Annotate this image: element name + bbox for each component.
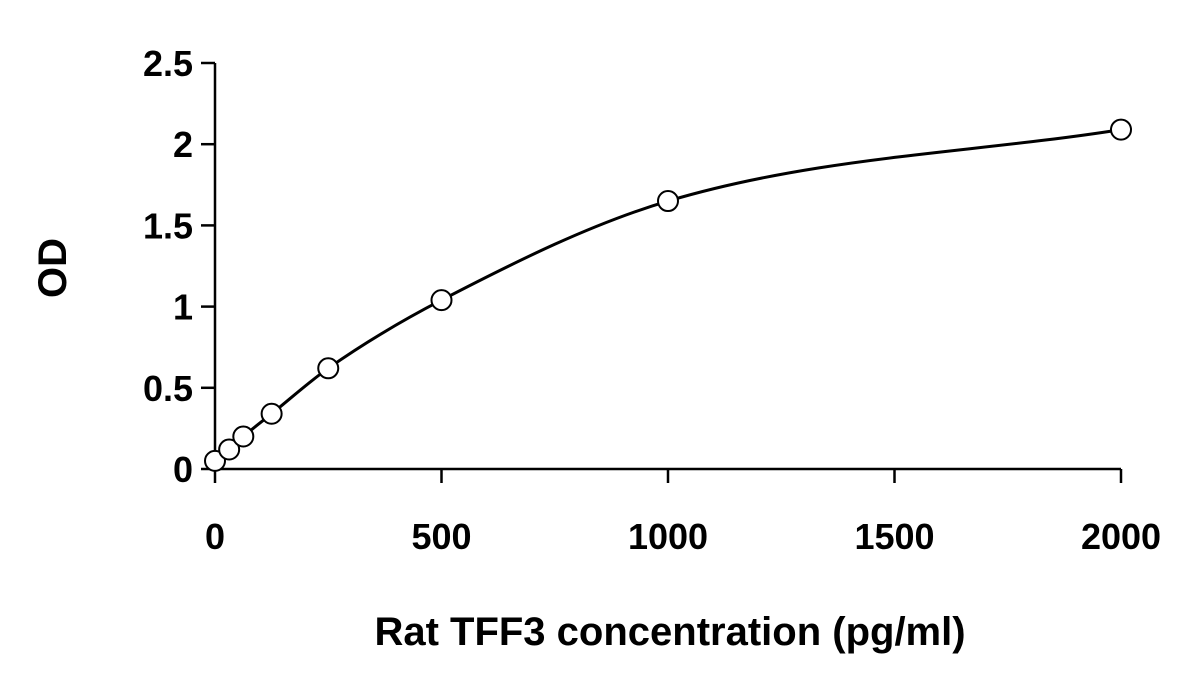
data-point	[260, 402, 283, 425]
y-tick-label: 2	[173, 124, 193, 165]
data-point	[204, 449, 226, 472]
axes: 0 0.5 1 1.5 2 2.5 0 500 1000 1500 2000	[143, 43, 1161, 557]
y-axis-title: OD	[31, 238, 75, 298]
x-tick-label: 2000	[1081, 516, 1161, 557]
x-tick-label: 1500	[854, 516, 934, 557]
data-point	[430, 289, 453, 312]
data-point	[1110, 118, 1132, 141]
data-point	[232, 425, 255, 448]
x-axis-title: Rat TFF3 concentration (pg/ml)	[374, 610, 965, 654]
data-point	[317, 357, 340, 380]
data-points	[204, 118, 1132, 472]
y-tick-label: 0.5	[143, 368, 193, 409]
x-tick-label: 0	[205, 516, 225, 557]
x-tick-label: 500	[411, 516, 471, 557]
fit-curve-layer	[214, 128, 1122, 463]
x-tick-label: 1000	[628, 516, 708, 557]
y-tick-label: 1	[173, 287, 193, 328]
data-point	[218, 438, 241, 461]
y-tick-label: 1.5	[143, 205, 193, 246]
y-tick-label: 2.5	[143, 43, 193, 84]
y-tick-label: 0	[173, 449, 193, 490]
data-point	[657, 190, 679, 213]
fit-curve	[214, 128, 1122, 463]
